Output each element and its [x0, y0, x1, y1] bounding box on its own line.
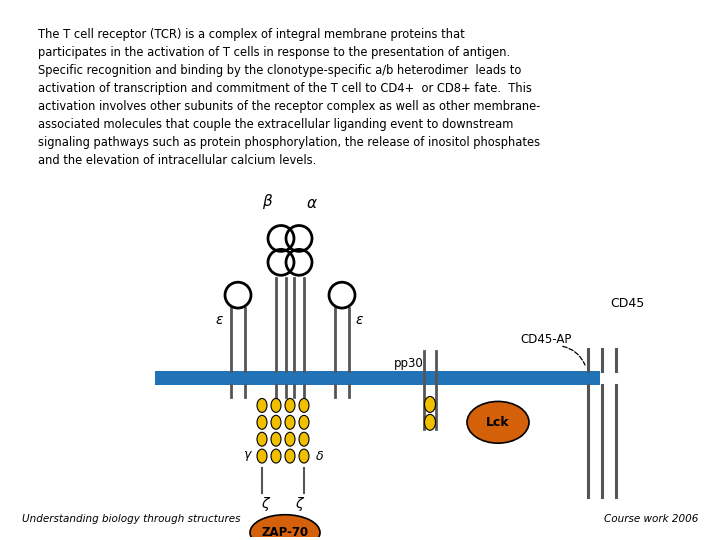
Ellipse shape — [425, 396, 436, 413]
Text: $\beta$: $\beta$ — [262, 192, 274, 211]
Ellipse shape — [257, 449, 267, 463]
Text: $\zeta$: $\zeta$ — [295, 495, 305, 513]
Ellipse shape — [257, 399, 267, 413]
Text: pp30: pp30 — [394, 357, 424, 370]
Ellipse shape — [271, 449, 281, 463]
Ellipse shape — [467, 401, 529, 443]
Text: Course work 2006: Course work 2006 — [603, 514, 698, 524]
Ellipse shape — [425, 414, 436, 430]
Text: $\varepsilon$: $\varepsilon$ — [356, 313, 364, 327]
Ellipse shape — [285, 449, 295, 463]
Text: Understanding biology through structures: Understanding biology through structures — [22, 514, 240, 524]
Ellipse shape — [257, 415, 267, 429]
Text: CD45-AP: CD45-AP — [520, 333, 572, 346]
Text: $\alpha$: $\alpha$ — [306, 197, 318, 211]
Ellipse shape — [285, 399, 295, 413]
Bar — [155, 370, 600, 384]
Text: $\zeta$: $\zeta$ — [261, 495, 271, 513]
Ellipse shape — [271, 415, 281, 429]
Ellipse shape — [250, 515, 320, 540]
Text: $\gamma$: $\gamma$ — [243, 449, 253, 463]
Ellipse shape — [299, 449, 309, 463]
Ellipse shape — [271, 432, 281, 446]
Ellipse shape — [257, 432, 267, 446]
Text: CD45: CD45 — [610, 297, 644, 310]
Ellipse shape — [299, 399, 309, 413]
Text: ZAP-70: ZAP-70 — [261, 526, 309, 539]
Text: Lck: Lck — [486, 416, 510, 429]
Ellipse shape — [299, 432, 309, 446]
Ellipse shape — [299, 415, 309, 429]
Ellipse shape — [285, 415, 295, 429]
Text: The T cell receptor (TCR) is a complex of integral membrane proteins that
partic: The T cell receptor (TCR) is a complex o… — [38, 28, 541, 167]
Text: $\delta$: $\delta$ — [315, 450, 325, 463]
Ellipse shape — [285, 432, 295, 446]
Text: $\varepsilon$: $\varepsilon$ — [215, 313, 225, 327]
Ellipse shape — [271, 399, 281, 413]
